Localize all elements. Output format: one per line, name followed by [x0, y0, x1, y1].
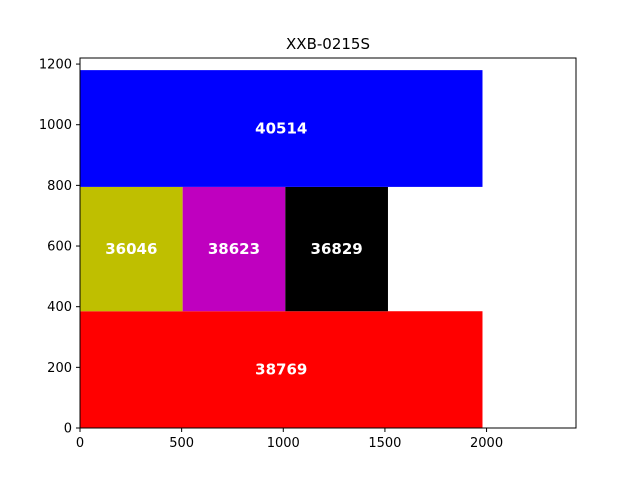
- y-tick-label-1200: 1200: [39, 58, 72, 73]
- x-tick-label-1000: 1000: [267, 436, 300, 451]
- y-tick-label-400: 400: [47, 300, 72, 315]
- rect-label-40514: 40514: [255, 120, 307, 138]
- rect-label-36046: 36046: [105, 240, 157, 258]
- x-tick-label-1500: 1500: [368, 436, 401, 451]
- x-tick-label-2000: 2000: [470, 436, 503, 451]
- plot-frame: [79, 57, 577, 429]
- y-tick-label-800: 800: [47, 179, 72, 194]
- labels-layer: 38769 36046 38623 36829 40514: [105, 120, 362, 379]
- rect-38769: [80, 311, 483, 428]
- rect-36829: [285, 186, 388, 312]
- rect-36046: [80, 186, 183, 312]
- chart-title: XXB-0215S: [286, 35, 370, 53]
- y-tick-label-600: 600: [47, 240, 72, 255]
- y-axis: 0 200 400 600 800 1000 1200: [39, 58, 80, 437]
- rect-label-36829: 36829: [311, 240, 363, 258]
- rect-40514: [80, 70, 483, 187]
- x-tick-label-0: 0: [76, 436, 84, 451]
- rects-layer: [80, 70, 483, 428]
- y-tick-label-1000: 1000: [39, 118, 72, 133]
- rect-label-38623: 38623: [208, 240, 260, 258]
- rect-label-38769: 38769: [255, 361, 307, 379]
- rect-38623: [182, 186, 286, 312]
- x-axis: 0 500 1000 1500 2000: [76, 428, 503, 451]
- y-tick-label-200: 200: [47, 361, 72, 376]
- x-tick-label-500: 500: [169, 436, 194, 451]
- y-tick-label-0: 0: [64, 422, 72, 437]
